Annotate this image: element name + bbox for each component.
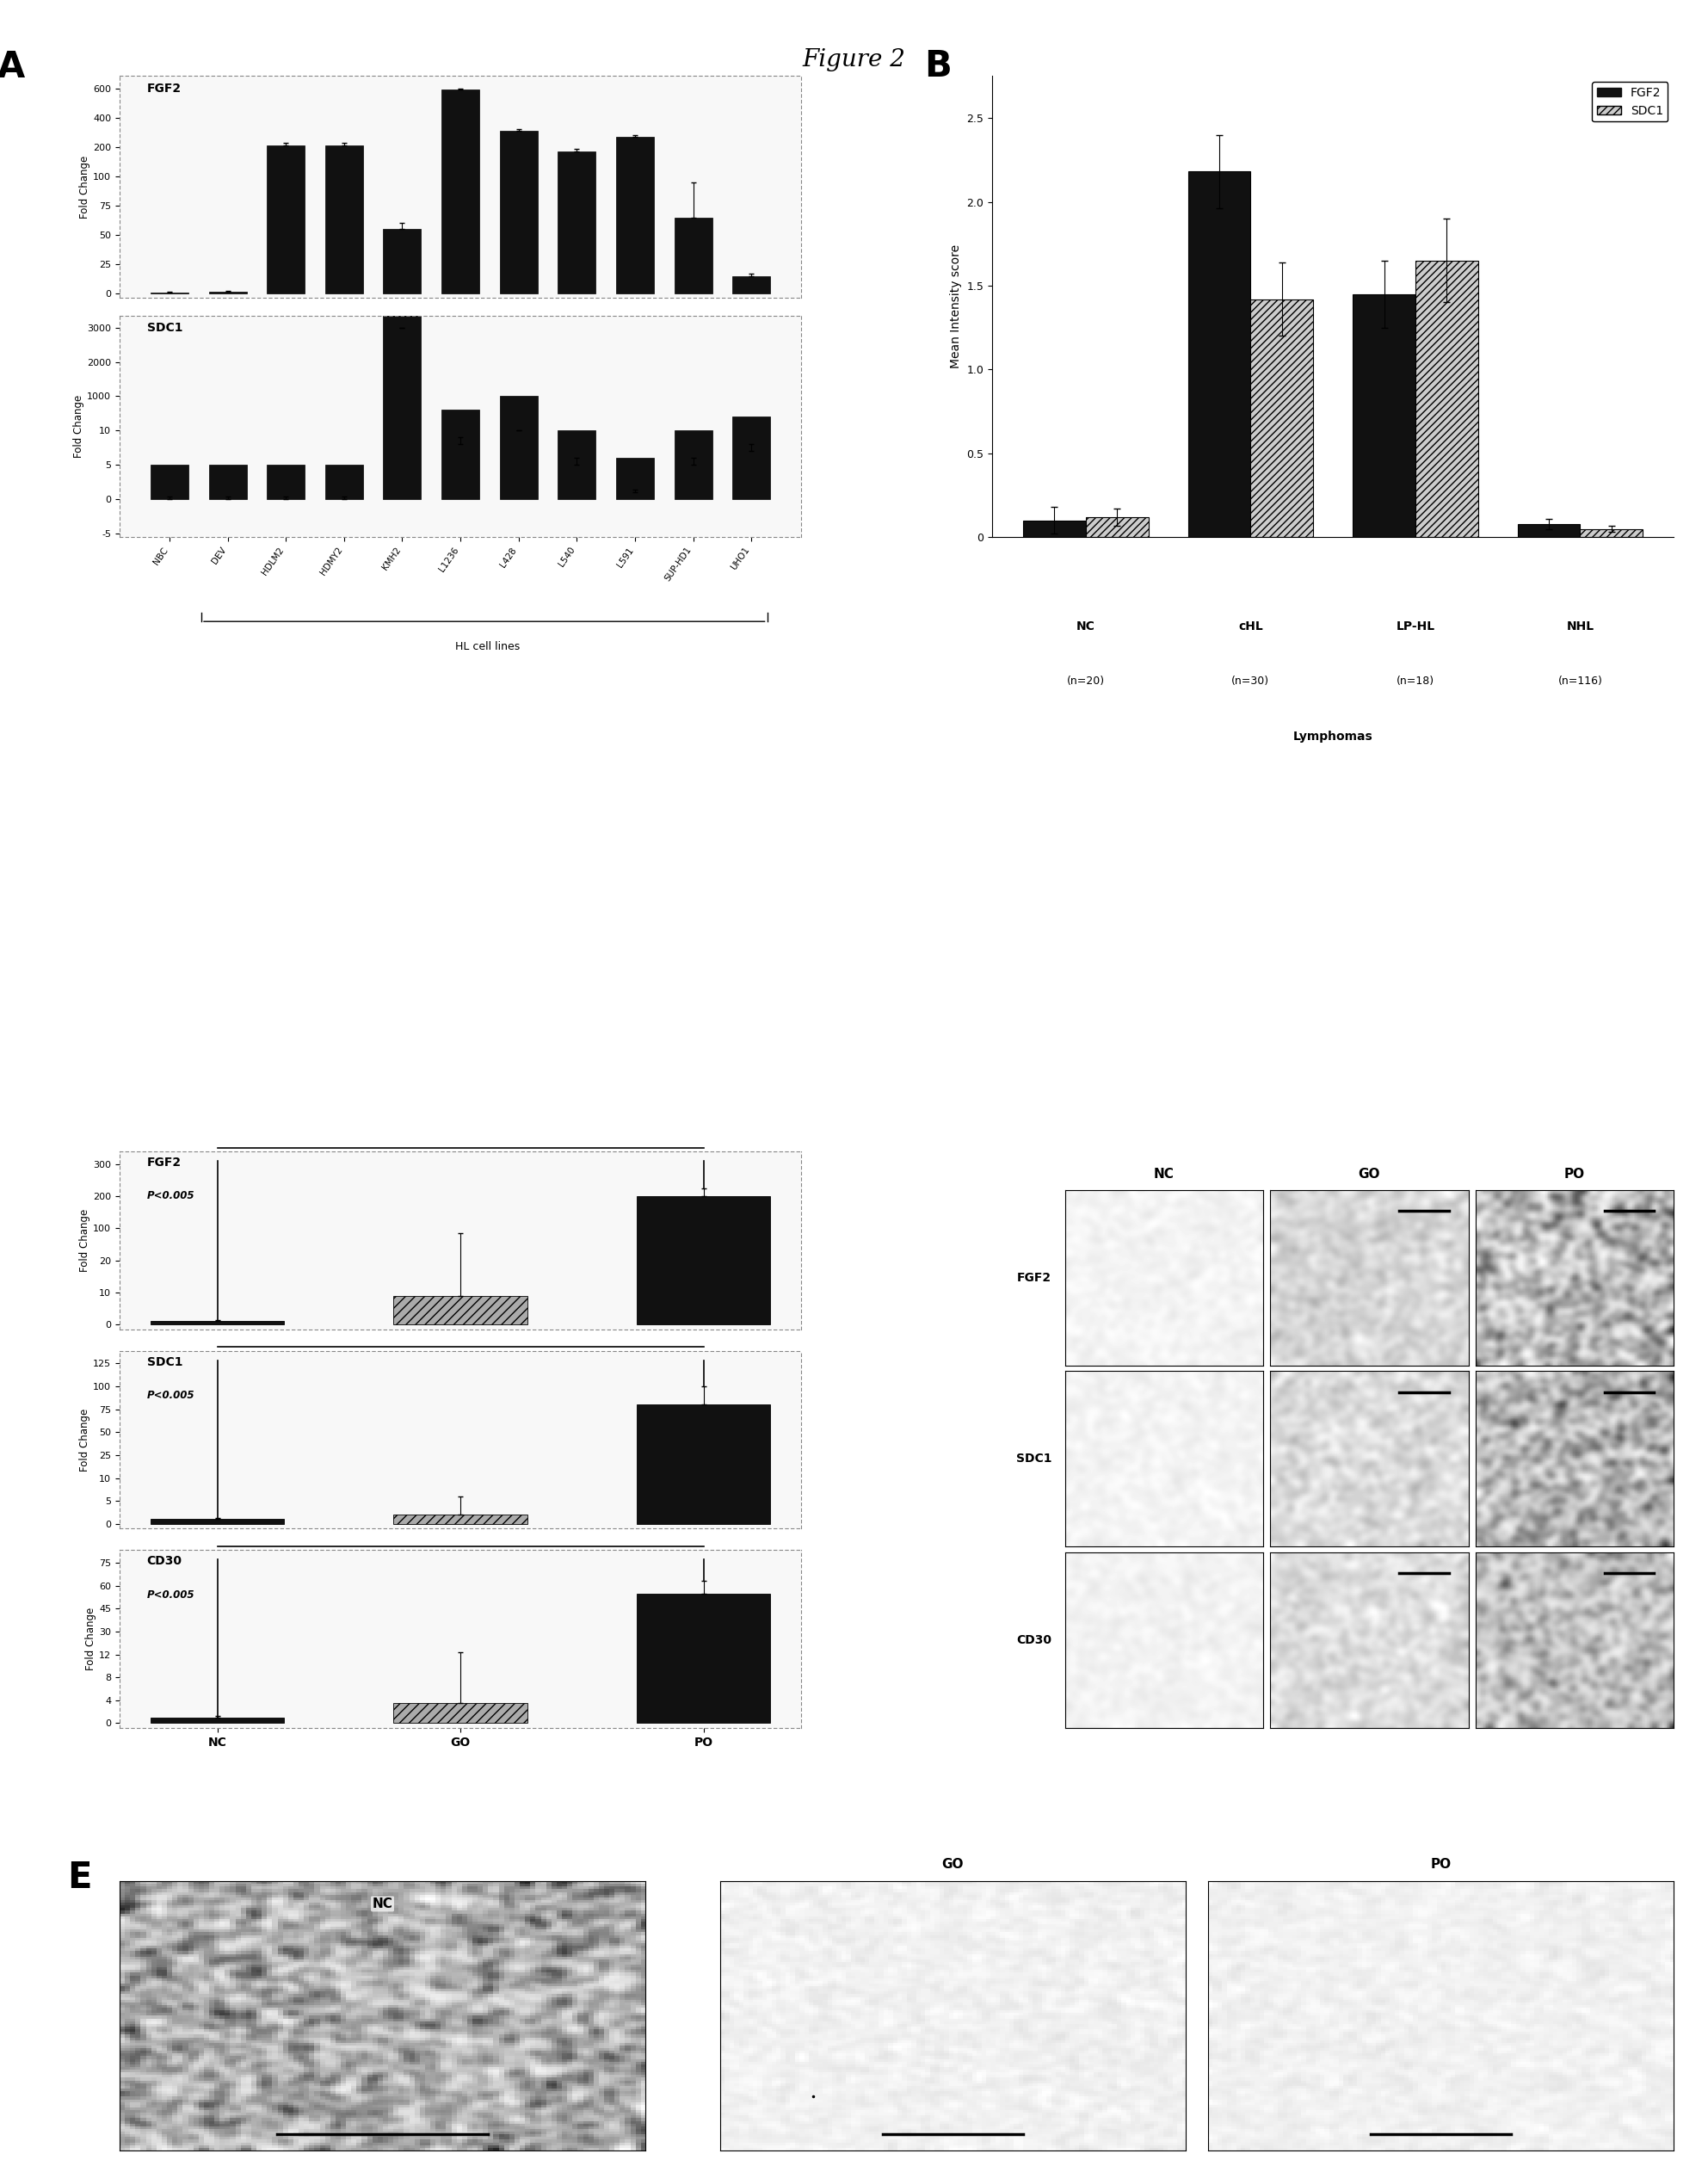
Bar bbox=[383, 293, 422, 500]
Bar bbox=[393, 1297, 528, 1325]
Text: FGF2: FGF2 bbox=[147, 1158, 181, 1169]
Text: PO: PO bbox=[1565, 1169, 1585, 1182]
Bar bbox=[500, 130, 538, 293]
Bar bbox=[150, 1518, 284, 1525]
Y-axis label: Fold Change: Fold Change bbox=[73, 395, 85, 458]
Y-axis label: Fold Change: Fold Change bbox=[80, 156, 91, 219]
Bar bbox=[266, 146, 304, 293]
Text: P<0.005: P<0.005 bbox=[147, 1190, 195, 1201]
Text: CD30: CD30 bbox=[1016, 1633, 1052, 1646]
Text: (n=20): (n=20) bbox=[1068, 675, 1105, 686]
Bar bbox=[637, 1405, 770, 1525]
Bar bbox=[1189, 172, 1250, 536]
Text: Figure 2: Figure 2 bbox=[803, 48, 905, 72]
Bar bbox=[637, 1197, 770, 1325]
Bar bbox=[1086, 517, 1148, 536]
Bar bbox=[208, 465, 246, 500]
Y-axis label: Fold Change: Fold Change bbox=[85, 1607, 97, 1670]
Text: HL cell lines: HL cell lines bbox=[456, 641, 519, 652]
Text: Lymphomas: Lymphomas bbox=[1293, 730, 1373, 743]
Bar bbox=[617, 458, 654, 500]
Text: D: D bbox=[938, 1127, 967, 1164]
Bar bbox=[150, 465, 188, 500]
Bar bbox=[1518, 523, 1580, 536]
Bar bbox=[441, 89, 480, 293]
Bar bbox=[500, 395, 538, 500]
Text: (n=18): (n=18) bbox=[1397, 675, 1435, 686]
Legend: FGF2, SDC1: FGF2, SDC1 bbox=[1592, 83, 1669, 122]
Bar bbox=[266, 465, 304, 500]
Text: cHL: cHL bbox=[1238, 621, 1262, 632]
Text: NC: NC bbox=[372, 1898, 393, 1911]
Bar bbox=[733, 417, 770, 500]
Y-axis label: Fold Change: Fold Change bbox=[80, 1407, 91, 1470]
Bar bbox=[1353, 293, 1416, 536]
Bar bbox=[325, 146, 362, 293]
Bar bbox=[1580, 528, 1643, 536]
Text: (n=116): (n=116) bbox=[1558, 675, 1602, 686]
Text: SDC1: SDC1 bbox=[147, 1355, 183, 1368]
Bar bbox=[617, 137, 654, 293]
Text: E: E bbox=[67, 1859, 92, 1896]
Bar bbox=[637, 1594, 770, 1722]
Bar bbox=[733, 276, 770, 293]
Bar bbox=[1023, 521, 1086, 536]
Y-axis label: Mean Intensity score: Mean Intensity score bbox=[950, 245, 962, 369]
Bar bbox=[150, 1718, 284, 1722]
Y-axis label: Fold Change: Fold Change bbox=[80, 1210, 91, 1273]
Text: NHL: NHL bbox=[1566, 621, 1594, 632]
Text: GO: GO bbox=[941, 1857, 963, 1870]
Text: PO: PO bbox=[1431, 1857, 1452, 1870]
Bar bbox=[675, 217, 712, 293]
Text: FGF2: FGF2 bbox=[147, 83, 181, 96]
Bar bbox=[441, 411, 480, 500]
Bar bbox=[393, 1703, 528, 1722]
Text: LP-HL: LP-HL bbox=[1395, 621, 1435, 632]
Text: P<0.005: P<0.005 bbox=[147, 1390, 195, 1401]
Text: NC: NC bbox=[1076, 621, 1095, 632]
Text: SDC1: SDC1 bbox=[1016, 1453, 1052, 1464]
Text: B: B bbox=[924, 48, 951, 85]
Text: (n=30): (n=30) bbox=[1231, 675, 1269, 686]
Text: CD30: CD30 bbox=[147, 1555, 183, 1568]
Bar bbox=[208, 291, 246, 293]
Bar bbox=[150, 1321, 284, 1325]
Text: SDC1: SDC1 bbox=[147, 321, 183, 334]
Text: NC: NC bbox=[1155, 1169, 1175, 1182]
Bar bbox=[559, 430, 596, 500]
Text: FGF2: FGF2 bbox=[1018, 1271, 1052, 1284]
Text: P<0.005: P<0.005 bbox=[147, 1590, 195, 1601]
Text: GO: GO bbox=[1358, 1169, 1380, 1182]
Bar bbox=[1416, 261, 1477, 536]
Text: A: A bbox=[0, 50, 24, 85]
Bar bbox=[559, 152, 596, 293]
Bar bbox=[1250, 300, 1313, 536]
Bar bbox=[393, 1514, 528, 1525]
Bar bbox=[383, 228, 422, 293]
Bar bbox=[325, 465, 362, 500]
Bar bbox=[675, 430, 712, 500]
